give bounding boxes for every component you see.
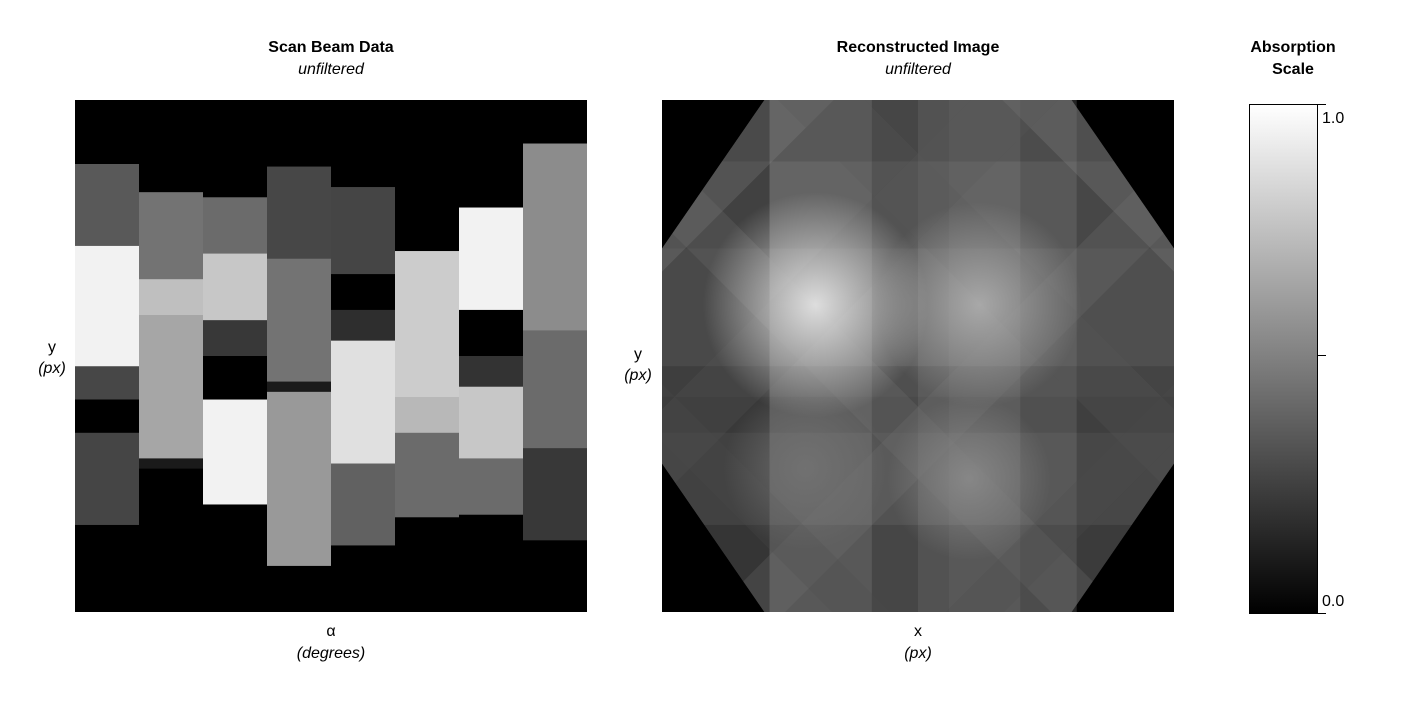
reconstructed-x-unit: (px) [904, 645, 932, 662]
scan-band [75, 245, 140, 367]
scan-band [75, 524, 140, 612]
scan-band [459, 207, 524, 311]
scan-band [267, 381, 332, 393]
scan-band [523, 448, 587, 541]
scan-band [395, 251, 460, 398]
scan-band [203, 504, 268, 612]
scan-band [331, 463, 396, 546]
reconstructed-y-label: y [634, 346, 642, 363]
recon-bright-spot [877, 202, 1082, 408]
scan-band [395, 100, 460, 252]
scan-beam-plot [75, 100, 587, 612]
scan-band [203, 320, 268, 357]
scan-band [267, 391, 332, 567]
scan-band [331, 309, 396, 342]
scan-band [75, 366, 140, 401]
scan-band [331, 100, 396, 188]
scale-max-label: 1.0 [1322, 110, 1345, 127]
scan-band [203, 197, 268, 255]
reconstructed-y-unit: (px) [624, 367, 652, 384]
scan-band [75, 164, 140, 247]
scan-column-6 [459, 100, 524, 612]
scan-column-4 [331, 100, 396, 612]
scan-band [459, 100, 524, 209]
scan-band [523, 143, 587, 331]
scan-band [203, 100, 268, 198]
scan-band [203, 399, 268, 505]
scan-column-7 [523, 100, 587, 612]
scan-band [459, 356, 524, 388]
scan-band [331, 545, 396, 612]
recon-bright-spot [702, 192, 929, 418]
reconstructed-plot [662, 100, 1174, 612]
scan-column-2 [203, 100, 268, 612]
scan-band [459, 386, 524, 459]
recon-diamond [662, 100, 1174, 612]
scan-band [395, 396, 460, 434]
scan-band [331, 274, 396, 311]
reconstructed-heatmap [662, 100, 1174, 612]
scan-band [523, 100, 587, 145]
reconstructed-subtitle: unfiltered [885, 61, 951, 78]
scale-title-line1: Absorption [1250, 39, 1336, 56]
scan-band [267, 166, 332, 260]
scan-band [395, 517, 460, 612]
scan-beam-x-label: α [326, 623, 336, 640]
scan-band [523, 540, 587, 612]
scan-band [523, 330, 587, 449]
scan-beam-subtitle: unfiltered [298, 61, 364, 78]
scan-band [267, 565, 332, 612]
scan-beam-title: Scan Beam Data [268, 39, 394, 56]
scale-tick-min [1318, 613, 1326, 614]
scan-band [267, 100, 332, 168]
scan-column-1 [139, 100, 204, 612]
scan-band [139, 100, 204, 193]
scan-band [459, 309, 524, 357]
scan-band [139, 315, 204, 459]
scan-band [139, 468, 204, 612]
recon-bright-spot [723, 386, 888, 551]
scan-band [139, 279, 204, 316]
reconstructed-title: Reconstructed Image [836, 39, 1000, 56]
scan-beam-heatmap [75, 100, 587, 612]
scan-column-5 [395, 100, 460, 612]
scale-min-label: 0.0 [1322, 593, 1345, 610]
scan-band [75, 399, 140, 434]
scan-band [139, 192, 204, 280]
scan-band [395, 432, 460, 518]
scale-tick-mid [1318, 355, 1326, 356]
scan-band [459, 514, 524, 612]
recon-bright-spot [887, 396, 1052, 561]
scan-beam-y-label: y [48, 339, 56, 356]
scan-band [267, 258, 332, 383]
scan-band [331, 340, 396, 465]
reconstructed-x-label: x [914, 623, 922, 640]
scan-band [203, 253, 268, 321]
scan-column-0 [75, 100, 140, 612]
absorption-scale-bar [1249, 104, 1318, 614]
scan-column-3 [267, 100, 332, 612]
scan-band [75, 100, 140, 165]
scan-band [139, 458, 204, 470]
scale-title-line2: Scale [1272, 61, 1314, 78]
scan-beam-x-unit: (degrees) [296, 645, 366, 662]
scan-band [203, 356, 268, 401]
scan-band [459, 458, 524, 516]
scan-beam-y-unit: (px) [38, 360, 66, 377]
scale-tick-max [1318, 104, 1326, 105]
scan-band [331, 187, 396, 275]
scan-band [75, 432, 140, 526]
